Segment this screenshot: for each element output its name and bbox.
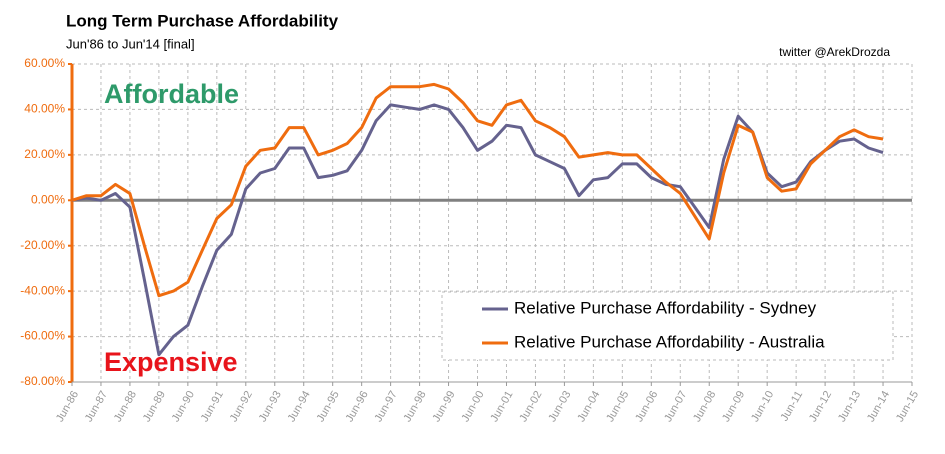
x-tick-label: Jun-05 xyxy=(604,389,631,424)
x-tick-label: Jun-93 xyxy=(257,389,284,424)
credit: twitter @ArekDrozda xyxy=(779,45,890,59)
x-tick-label: Jun-12 xyxy=(807,389,834,424)
y-tick-label: 40.00% xyxy=(24,102,65,116)
x-tick-label: Jun-06 xyxy=(633,389,660,424)
x-tick-label: Jun-90 xyxy=(170,389,197,424)
x-tick-label: Jun-03 xyxy=(546,389,573,424)
chart-title: Long Term Purchase Affordability xyxy=(66,11,339,30)
x-tick-label: Jun-04 xyxy=(575,389,602,424)
y-tick-label: 60.00% xyxy=(24,56,65,70)
x-tick-label: Jun-94 xyxy=(286,389,313,424)
series-line xyxy=(71,82,884,298)
legend xyxy=(441,291,894,361)
y-tick-label: 0.00% xyxy=(31,192,65,206)
x-tick-label: Jun-15 xyxy=(894,389,921,424)
series-line xyxy=(71,103,884,357)
x-tick-label: Jun-86 xyxy=(54,389,81,424)
x-tick-label: Jun-14 xyxy=(865,389,892,424)
x-tick-label: Jun-97 xyxy=(373,389,400,424)
x-tick-label: Jun-92 xyxy=(228,389,255,424)
x-tick-label: Jun-13 xyxy=(836,389,863,424)
legend-label: Relative Purchase Affordability - Austra… xyxy=(514,332,825,351)
chart-subtitle: Jun'86 to Jun'14 [final] xyxy=(66,36,195,51)
x-tick-label: Jun-11 xyxy=(778,389,805,423)
y-tick-label: -40.00% xyxy=(20,283,65,297)
legend-label: Relative Purchase Affordability - Sydney xyxy=(514,298,817,317)
x-tick-label: Jun-96 xyxy=(344,389,371,424)
y-tick-label: -60.00% xyxy=(20,329,65,343)
x-tick-label: Jun-01 xyxy=(488,389,515,424)
x-tick-label: Jun-98 xyxy=(401,389,428,424)
annotation: Affordable xyxy=(104,79,239,109)
x-tick-label: Jun-89 xyxy=(141,389,168,424)
x-tick-label: Jun-09 xyxy=(720,389,747,424)
x-tick-label: Jun-99 xyxy=(430,389,457,424)
y-tick-label: 20.00% xyxy=(24,147,65,161)
y-tick-label: -80.00% xyxy=(20,374,65,388)
x-tick-label: Jun-08 xyxy=(691,389,718,424)
x-tick-label: Jun-88 xyxy=(112,389,139,424)
annotation: Expensive xyxy=(104,347,238,377)
x-tick-label: Jun-02 xyxy=(517,389,544,424)
x-tick-label: Jun-00 xyxy=(459,389,486,424)
x-tick-label: Jun-07 xyxy=(662,389,689,424)
y-tick-label: -20.00% xyxy=(20,238,65,252)
x-tick-label: Jun-91 xyxy=(199,389,226,424)
x-tick-label: Jun-95 xyxy=(315,389,342,424)
x-tick-label: Jun-10 xyxy=(749,389,776,424)
x-tick-label: Jun-87 xyxy=(83,389,110,424)
